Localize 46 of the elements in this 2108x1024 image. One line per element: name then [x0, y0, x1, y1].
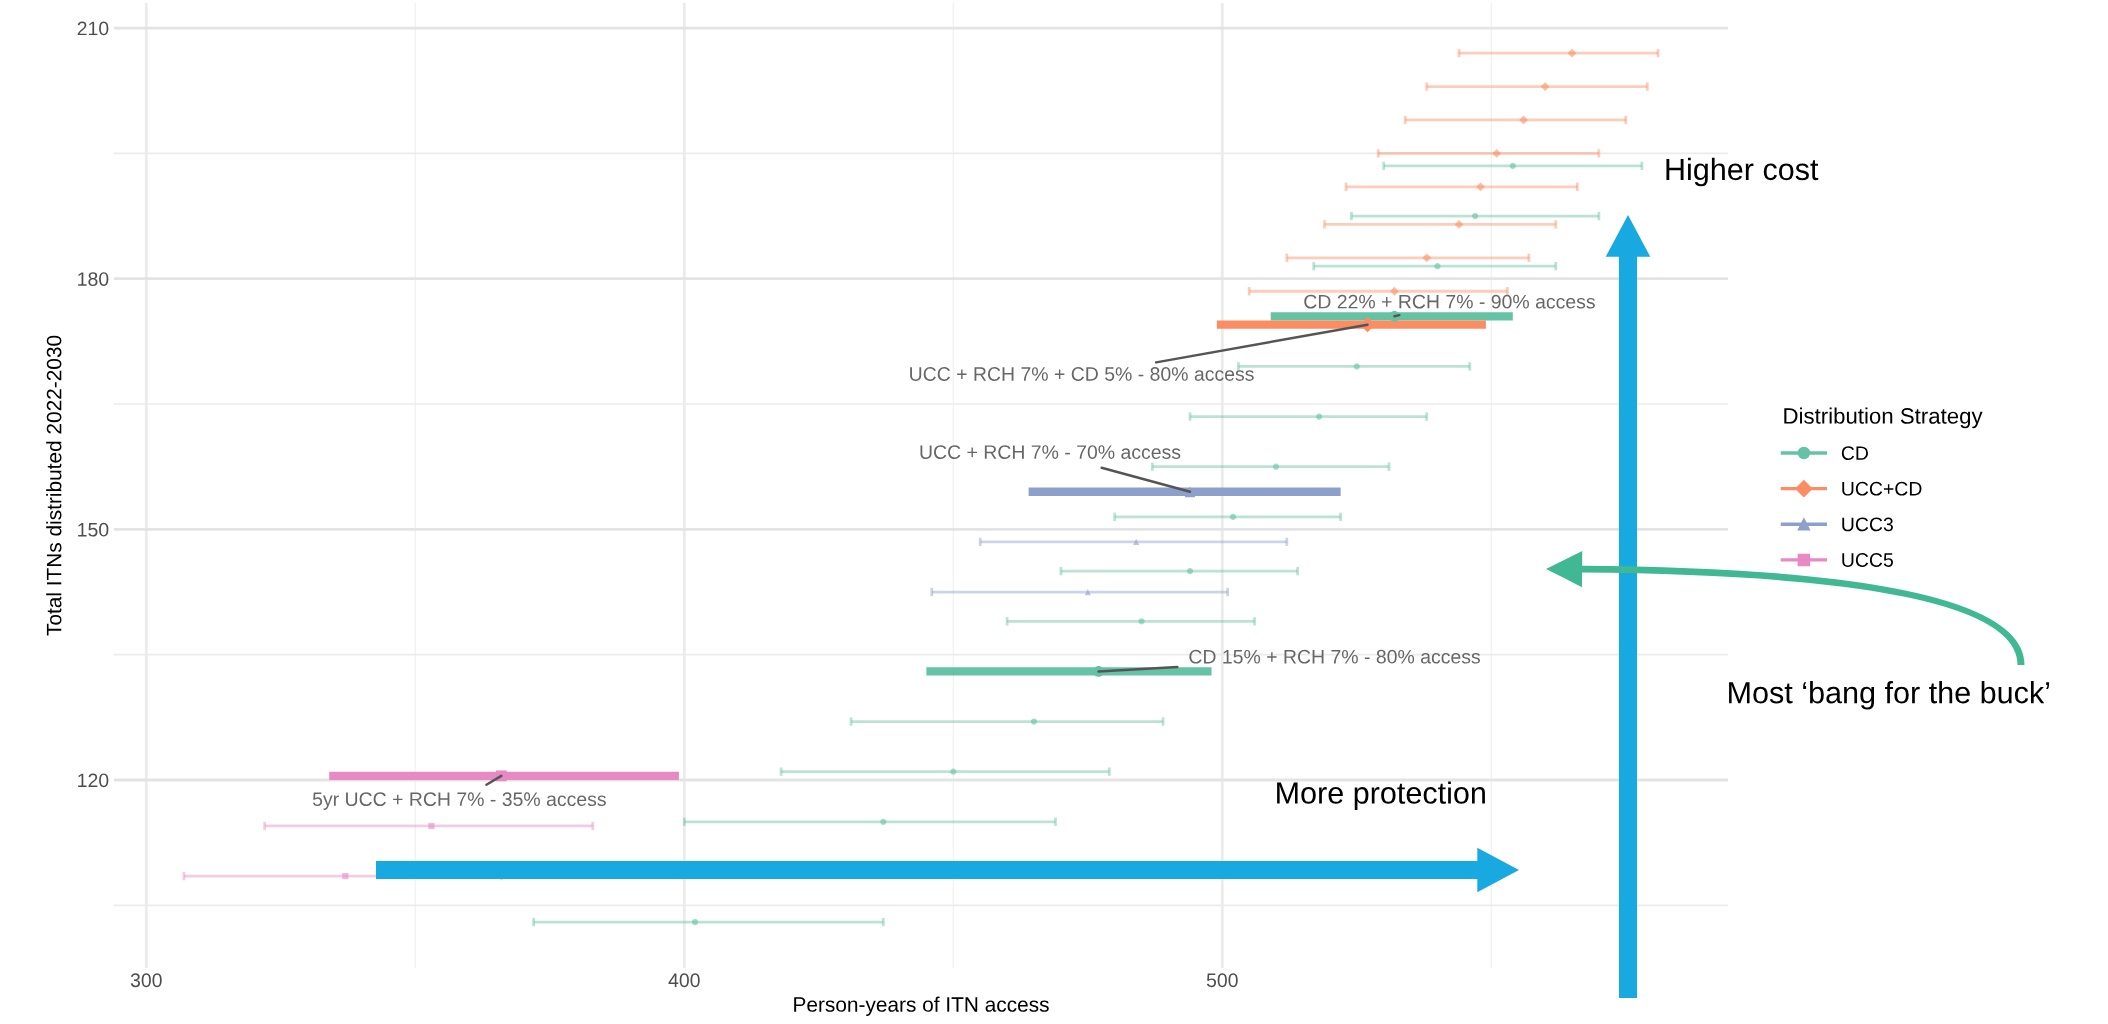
annotation: UCC + RCH 7% + CD 5% - 80% access: [910, 367, 1254, 381]
point: [1509, 162, 1516, 170]
point: [1422, 253, 1432, 263]
point: [1316, 413, 1323, 420]
x-tick-label: 300: [130, 973, 162, 988]
point: [1390, 286, 1399, 296]
annotation: CD 22% + RCH 7% - 90% access: [1304, 294, 1595, 309]
legend-label: UCC3: [1842, 517, 1893, 532]
point: [880, 818, 887, 825]
point: [1492, 149, 1502, 158]
point: [1454, 220, 1464, 229]
legend-label: CD: [1841, 446, 1868, 460]
point: [1476, 182, 1485, 192]
point: [1186, 568, 1194, 575]
y-axis-title: Total ITNs distributed 2022-2030: [46, 335, 62, 636]
point: [1272, 463, 1280, 470]
point: [1567, 48, 1577, 58]
y-tick-label: 150: [78, 522, 109, 537]
point: [950, 768, 957, 775]
point: [1434, 263, 1441, 270]
text: Most ‘bang for the buck’: [1729, 681, 2050, 710]
x-axis-title: Person-years of ITN access: [794, 996, 1049, 1016]
point: [1353, 363, 1360, 370]
x-tick-label: 500: [1206, 973, 1238, 988]
y-tick-label: 210: [77, 21, 109, 36]
annotation: Higher cost: [1666, 157, 1819, 187]
annotation: More protection: [1277, 781, 1485, 810]
point: [342, 872, 349, 880]
point: [1084, 588, 1091, 596]
annotation: UCC + RCH 7% - 70% access: [920, 445, 1181, 459]
point: [1472, 212, 1479, 220]
point: [1540, 82, 1550, 91]
point: [1030, 718, 1038, 725]
point: [1133, 538, 1140, 545]
legend-label: UCC5: [1842, 553, 1893, 567]
y-tick-label: 180: [78, 272, 109, 286]
point: [428, 822, 435, 830]
x-tick-label: 400: [668, 973, 700, 988]
annotation: 5yr UCC + RCH 7% - 35% access: [312, 792, 606, 810]
y-tick-label: 120: [78, 773, 109, 788]
point: [691, 918, 699, 926]
legend-title: Distribution Strategy: [1784, 407, 1983, 429]
point: [1138, 618, 1145, 625]
annotation: CD 15% + RCH 7% - 80% access: [1189, 649, 1480, 664]
legend-label: UCC+CD: [1842, 481, 1922, 496]
point: [1229, 513, 1237, 520]
